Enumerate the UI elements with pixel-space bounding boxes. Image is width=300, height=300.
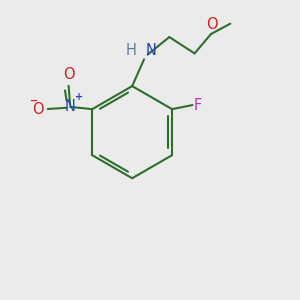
Text: F: F — [194, 98, 202, 112]
Text: N: N — [65, 99, 76, 114]
Text: N: N — [146, 43, 156, 58]
Text: H: H — [126, 43, 136, 58]
Text: O: O — [63, 67, 74, 82]
Text: O: O — [32, 102, 43, 117]
Text: O: O — [207, 17, 218, 32]
Text: −: − — [30, 96, 38, 106]
Text: +: + — [75, 92, 84, 102]
